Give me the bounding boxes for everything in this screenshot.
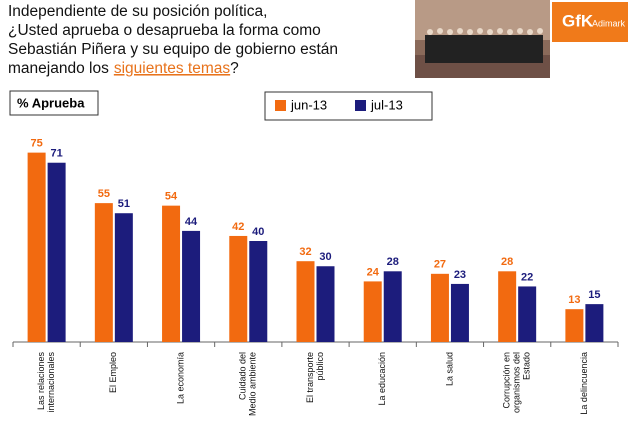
data-label: 40 <box>252 226 264 238</box>
photo <box>415 0 550 78</box>
x-tick-label: El transporte <box>305 352 315 403</box>
logo-brand: GfK <box>562 11 594 30</box>
x-tick-label: Cuidado del <box>238 352 248 400</box>
bar <box>182 230 201 342</box>
data-label: 23 <box>454 269 466 281</box>
x-tick-label: Corrupción en <box>502 352 512 409</box>
title-highlight: siguientes temas <box>114 60 231 77</box>
data-label: 30 <box>319 251 331 263</box>
data-label: 55 <box>98 188 110 200</box>
bar <box>585 304 604 342</box>
data-label: 42 <box>232 221 244 233</box>
data-label: 44 <box>185 216 198 228</box>
legend-box <box>264 91 433 121</box>
title-line: manejando los siguientes temas? <box>8 60 239 77</box>
bar <box>430 273 449 342</box>
x-tick-label: público <box>315 352 325 381</box>
x-tick-label: Medio ambiente <box>248 352 258 416</box>
data-label: 32 <box>299 246 311 258</box>
legend-label: jul-13 <box>370 97 403 112</box>
data-label: 51 <box>118 198 130 210</box>
title-part: manejando los <box>8 60 109 77</box>
bar <box>27 152 46 342</box>
logo-box <box>552 2 628 42</box>
title-line: Independiente de su posición política, <box>8 3 267 20</box>
bar <box>383 271 402 342</box>
data-label: 71 <box>50 148 62 160</box>
data-label: 15 <box>588 289 600 301</box>
subtitle: % Aprueba <box>17 95 85 110</box>
bar <box>249 241 268 342</box>
data-label: 28 <box>387 256 399 268</box>
legend-swatch <box>355 100 366 111</box>
bar <box>498 271 517 342</box>
x-tick-label: Estado <box>522 352 532 380</box>
bar <box>296 261 315 342</box>
bar <box>565 309 584 342</box>
data-label: 22 <box>521 271 533 283</box>
bar <box>162 205 181 342</box>
x-tick-label: La delincuencia <box>579 352 589 415</box>
logo-sub: Adimark <box>592 18 626 28</box>
bar <box>114 213 133 342</box>
x-tick-label: La salud <box>444 352 454 386</box>
data-label: 54 <box>165 191 178 203</box>
x-tick-label: El Empleo <box>108 352 118 393</box>
title-line: ¿Usted aprueba o desaprueba la forma com… <box>8 22 321 39</box>
title-line: Sebastián Piñera y su equipo de gobierno… <box>8 41 338 58</box>
x-tick-label: La educación <box>377 352 387 406</box>
data-label: 28 <box>501 256 513 268</box>
bar <box>94 203 113 342</box>
title-part: ? <box>230 60 239 77</box>
legend-label: jun-13 <box>290 97 327 112</box>
bar <box>229 235 248 342</box>
x-tick-label: La economía <box>175 352 185 404</box>
x-tick-label: organismos del <box>512 352 522 413</box>
bar <box>316 266 335 342</box>
bar <box>518 286 537 342</box>
x-tick-label: internacionales <box>46 352 56 413</box>
bar <box>450 283 469 342</box>
bar <box>363 281 382 342</box>
legend-swatch <box>275 100 286 111</box>
data-label: 13 <box>568 294 580 306</box>
data-label: 27 <box>434 259 446 271</box>
bar <box>47 162 66 342</box>
data-label: 75 <box>30 138 42 150</box>
data-label: 24 <box>367 266 380 278</box>
subtitle-box <box>9 90 99 116</box>
x-tick-label: Las relaciones <box>36 352 46 411</box>
